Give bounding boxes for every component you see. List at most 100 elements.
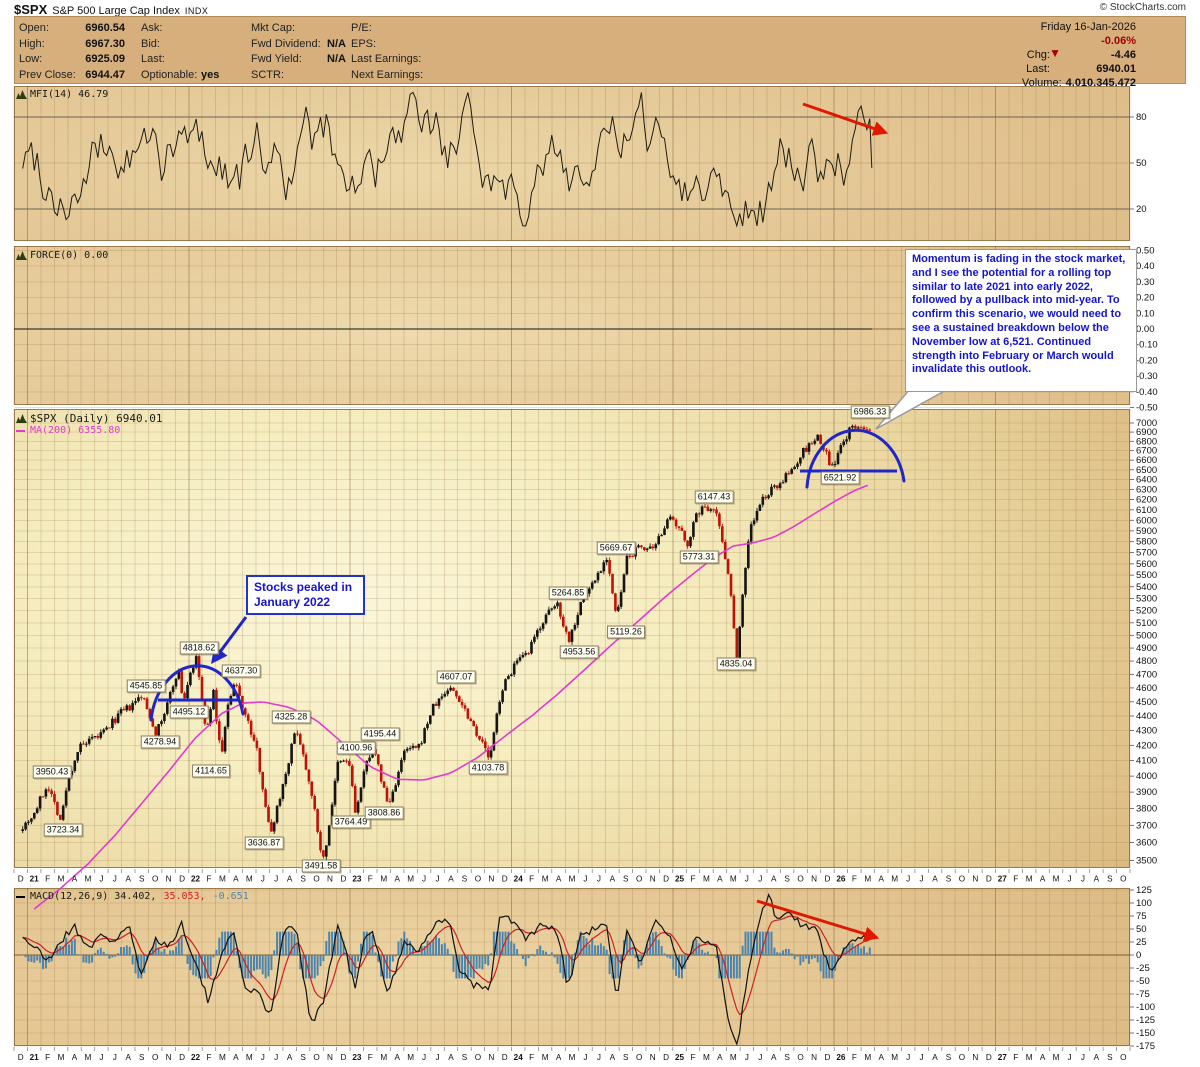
svg-text:D: D <box>18 875 24 884</box>
svg-text:A: A <box>932 1053 938 1062</box>
svg-text:N: N <box>166 875 172 884</box>
svg-text:S: S <box>462 1053 468 1062</box>
macd-label: MACD(12,26,9) 34.402, 35.053, -0.651 <box>16 891 249 902</box>
svg-text:3600: 3600 <box>1136 838 1157 849</box>
svg-text:N: N <box>327 1053 333 1062</box>
svg-text:M: M <box>246 875 253 884</box>
svg-text:O: O <box>1120 875 1126 884</box>
svg-text:M: M <box>58 875 65 884</box>
svg-text:J: J <box>906 875 910 884</box>
quote-label: Optionable: <box>141 68 198 81</box>
price-panel <box>14 409 1130 868</box>
svg-text:24: 24 <box>514 1053 524 1062</box>
svg-text:N: N <box>811 875 817 884</box>
svg-text:A: A <box>879 875 885 884</box>
svg-text:D: D <box>986 875 992 884</box>
svg-text:50: 50 <box>1136 924 1147 935</box>
svg-text:J: J <box>261 1053 265 1062</box>
svg-text:27: 27 <box>998 1053 1008 1062</box>
svg-text:4700: 4700 <box>1136 669 1157 680</box>
svg-text:6300: 6300 <box>1136 484 1157 495</box>
quote-label: Bid: <box>141 37 160 50</box>
svg-text:20: 20 <box>1136 204 1147 215</box>
svg-text:S: S <box>1107 875 1113 884</box>
svg-text:A: A <box>1040 875 1046 884</box>
svg-text:4300: 4300 <box>1136 725 1157 736</box>
svg-text:0: 0 <box>1136 950 1141 961</box>
svg-text:4500: 4500 <box>1136 697 1157 708</box>
svg-text:O: O <box>636 875 642 884</box>
svg-text:80: 80 <box>1136 112 1147 123</box>
svg-text:S: S <box>623 875 629 884</box>
svg-text:J: J <box>906 1053 910 1062</box>
svg-text:A: A <box>287 875 293 884</box>
svg-text:J: J <box>274 1053 278 1062</box>
svg-text:S: S <box>139 1053 145 1062</box>
svg-text:5700: 5700 <box>1136 548 1157 559</box>
svg-text:22: 22 <box>191 875 201 884</box>
svg-text:O: O <box>959 875 965 884</box>
svg-text:F: F <box>368 875 373 884</box>
svg-text:F: F <box>852 875 857 884</box>
mfi-panel <box>14 86 1130 241</box>
svg-text:4200: 4200 <box>1136 740 1157 751</box>
svg-text:M: M <box>864 1053 871 1062</box>
svg-text:J: J <box>113 1053 117 1062</box>
svg-text:J: J <box>745 1053 749 1062</box>
quote-value: N/A <box>327 37 346 50</box>
svg-text:D: D <box>179 875 185 884</box>
svg-text:3500: 3500 <box>1136 855 1157 866</box>
svg-text:M: M <box>380 1053 387 1062</box>
svg-text:D: D <box>986 1053 992 1062</box>
svg-text:S: S <box>946 875 952 884</box>
svg-text:J: J <box>1081 1053 1085 1062</box>
copyright-link[interactable]: © StockCharts.com <box>1099 2 1186 13</box>
svg-text:M: M <box>85 875 92 884</box>
svg-text:F: F <box>206 1053 211 1062</box>
svg-text:F: F <box>368 1053 373 1062</box>
svg-text:M: M <box>730 875 737 884</box>
svg-text:S: S <box>462 875 468 884</box>
quote-label: Ask: <box>141 22 163 34</box>
svg-text:J: J <box>597 1053 601 1062</box>
svg-text:M: M <box>542 875 549 884</box>
svg-text:D: D <box>663 875 669 884</box>
svg-text:S: S <box>946 1053 952 1062</box>
svg-text:D: D <box>340 875 346 884</box>
svg-text:6500: 6500 <box>1136 465 1157 476</box>
svg-text:M: M <box>730 1053 737 1062</box>
svg-text:M: M <box>891 875 898 884</box>
svg-text:6400: 6400 <box>1136 475 1157 486</box>
svg-text:J: J <box>422 875 426 884</box>
svg-text:S: S <box>784 1053 790 1062</box>
svg-text:-0.10: -0.10 <box>1136 340 1158 351</box>
svg-text:5600: 5600 <box>1136 559 1157 570</box>
svg-text:A: A <box>72 875 78 884</box>
svg-text:6100: 6100 <box>1136 505 1157 516</box>
svg-text:F: F <box>206 875 211 884</box>
svg-text:0.20: 0.20 <box>1136 293 1155 304</box>
svg-text:M: M <box>380 875 387 884</box>
svg-text:M: M <box>219 875 226 884</box>
svg-text:D: D <box>18 1053 24 1062</box>
svg-text:5200: 5200 <box>1136 606 1157 617</box>
svg-text:5900: 5900 <box>1136 526 1157 537</box>
svg-text:5000: 5000 <box>1136 630 1157 641</box>
candlestick-icon <box>16 413 27 423</box>
svg-text:3800: 3800 <box>1136 803 1157 814</box>
svg-text:M: M <box>407 875 414 884</box>
svg-text:J: J <box>99 1053 103 1062</box>
macd-panel <box>14 888 1130 1046</box>
svg-text:A: A <box>771 1053 777 1062</box>
svg-text:J: J <box>920 1053 924 1062</box>
svg-text:-125: -125 <box>1136 1015 1155 1026</box>
svg-text:O: O <box>152 875 158 884</box>
svg-text:4000: 4000 <box>1136 771 1157 782</box>
svg-text:D: D <box>340 1053 346 1062</box>
svg-text:5500: 5500 <box>1136 570 1157 581</box>
svg-text:D: D <box>502 1053 508 1062</box>
svg-text:A: A <box>233 1053 239 1062</box>
svg-text:5300: 5300 <box>1136 594 1157 605</box>
force-label: FORCE(0) 0.00 <box>16 250 108 261</box>
svg-text:A: A <box>1040 1053 1046 1062</box>
